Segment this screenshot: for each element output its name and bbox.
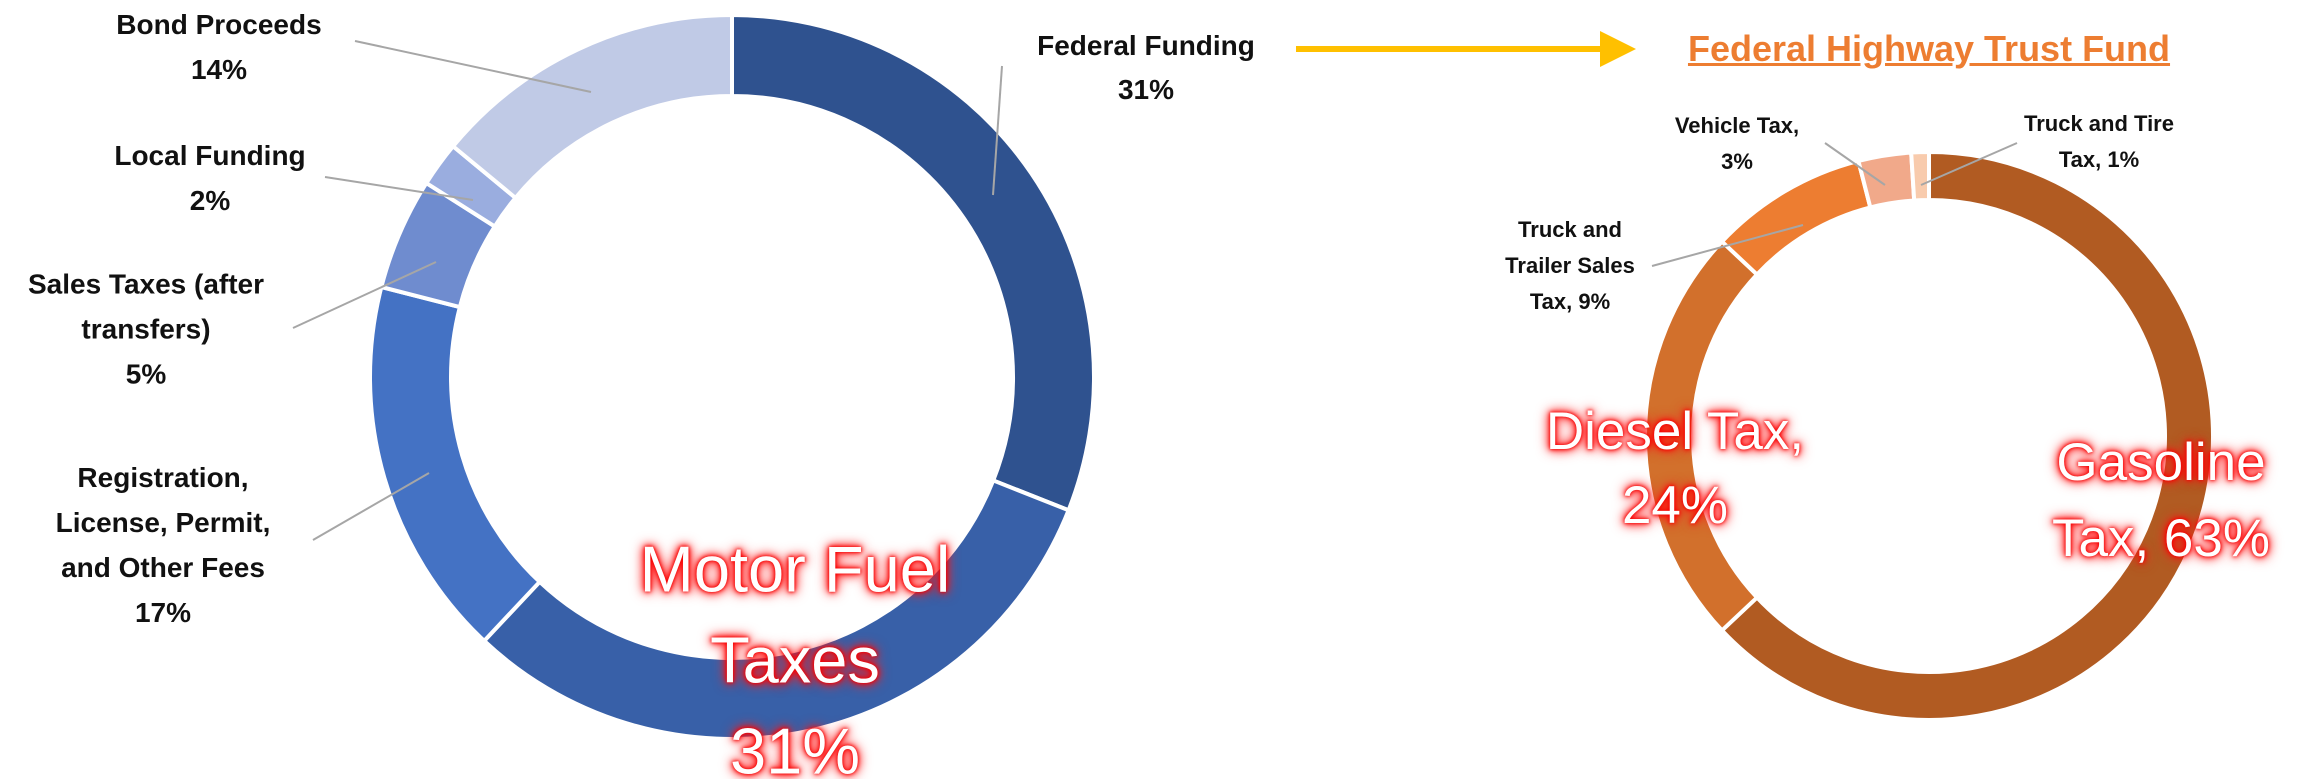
- leader-line: [1651, 224, 1804, 267]
- data-label: Bond Proceeds 14%: [69, 2, 369, 92]
- donut-segment: [450, 12, 734, 201]
- category-label: Federal Funding: [1037, 30, 1255, 61]
- leader-line: [1920, 142, 2018, 186]
- data-label: Diesel Tax, 24%: [1530, 395, 1820, 543]
- data-label: Sales Taxes (after transfers) 5%: [0, 262, 296, 397]
- chart-title: Federal Highway Trust Fund: [1687, 28, 2171, 69]
- donut-segment: [730, 12, 1096, 513]
- value-label: 5%: [125, 358, 167, 390]
- data-label: Federal Funding 31%: [986, 24, 1306, 112]
- category-label: Bond Proceeds: [116, 9, 322, 40]
- value-label: 14%: [190, 54, 248, 85]
- category-label: Local Funding: [114, 140, 306, 171]
- leader-line: [992, 65, 1003, 196]
- category-label: Truck and Tire Tax, 1%: [2024, 111, 2174, 172]
- value-label: 31%: [729, 714, 861, 779]
- leader-line: [324, 176, 474, 201]
- data-label: Gasoline Tax, 63%: [2011, 425, 2311, 577]
- category-label: Gasoline Tax, 63%: [2051, 433, 2270, 568]
- category-label: Vehicle Tax, 3%: [1674, 113, 1800, 174]
- leader-line: [292, 261, 437, 329]
- data-label: Vehicle Tax, 3%: [1662, 108, 1812, 180]
- category-label: Registration, License, Permit, and Other…: [55, 462, 271, 583]
- data-label: Truck and Trailer Sales Tax, 9%: [1488, 212, 1653, 320]
- data-label: Registration, License, Permit, and Other…: [28, 455, 298, 635]
- data-label: Truck and Tire Tax, 1%: [2024, 106, 2174, 178]
- value-label: 2%: [189, 185, 231, 216]
- category-label: Diesel Tax, 24%: [1545, 402, 1805, 535]
- category-label: Truck and Trailer Sales Tax, 9%: [1505, 217, 1635, 314]
- leader-line: [312, 472, 430, 541]
- donut-segment: [481, 477, 1072, 741]
- leader-line: [354, 40, 592, 93]
- donut-segment: [1855, 150, 1917, 210]
- category-label: Sales Taxes (after transfers): [27, 268, 265, 345]
- value-label: 31%: [1117, 74, 1175, 105]
- donut-segment: [1719, 149, 2215, 722]
- value-label: 17%: [134, 597, 192, 628]
- donut-segment: [368, 284, 543, 644]
- data-label: Motor Fuel Taxes 31%: [585, 524, 1005, 779]
- data-label: Local Funding 2%: [60, 133, 360, 223]
- leader-line: [1824, 142, 1886, 186]
- donut-segment: [1909, 149, 1931, 203]
- category-label: Motor Fuel Taxes: [639, 532, 951, 697]
